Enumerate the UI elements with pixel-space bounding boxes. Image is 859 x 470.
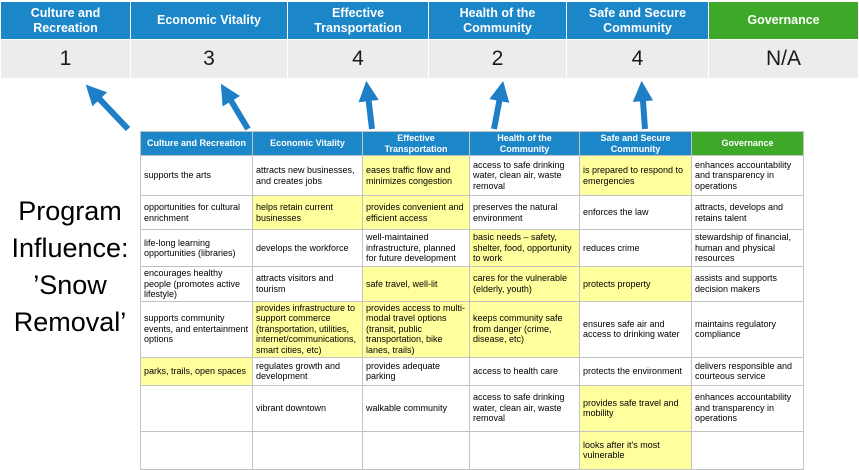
- matrix-cell: develops the workforce: [252, 229, 363, 267]
- matrix-cell: preserves the natural environment: [469, 195, 580, 230]
- matrix-cell: ensures safe air and access to drinking …: [579, 300, 692, 358]
- program-line: Removal’: [13, 307, 127, 337]
- arrows-zone: [0, 78, 859, 131]
- matrix-column-header: Economic Vitality: [252, 131, 363, 156]
- up-arrow-icon: [220, 83, 251, 131]
- arrows-graphic: [85, 80, 654, 131]
- matrix-cell-highlighted: is prepared to respond to emergencies: [579, 155, 692, 196]
- scorecard-header-row: Culture and Recreation Economic Vitality…: [0, 2, 859, 39]
- program-line: ’Snow: [33, 270, 107, 300]
- matrix-column-header: Culture and Recreation: [140, 131, 253, 156]
- score-effective-transportation: 4: [288, 40, 428, 78]
- program-line: Program: [18, 196, 122, 226]
- matrix-cell-highlighted: provides access to multi-modal travel op…: [362, 300, 470, 358]
- matrix-column-header: Effective Transportation: [362, 131, 470, 156]
- matrix-cell: enforces the law: [579, 195, 692, 230]
- score-culture-and-recreation: 1: [1, 40, 130, 78]
- matrix-cell: delivers responsible and courteous servi…: [691, 356, 804, 386]
- matrix-cell-highlighted: keeps community safe from danger (crime,…: [469, 300, 580, 358]
- matrix-cell: attracts new businesses, and creates job…: [252, 155, 363, 196]
- matrix-cell: life-long learning opportunities (librar…: [140, 229, 253, 267]
- matrix-cell: maintains regulatory compliance: [691, 300, 804, 358]
- main-area: Program Influence: ’Snow Removal’ Cultur…: [0, 131, 859, 470]
- matrix-cell: regulates growth and development: [252, 356, 363, 386]
- band-header-effective-transportation: Effective Transportation: [288, 2, 428, 39]
- band-header-economic-vitality: Economic Vitality: [131, 2, 287, 39]
- matrix-row: parks, trails, open spaces regulates grow…: [140, 356, 804, 386]
- score-safe-secure-community: 4: [567, 40, 708, 78]
- matrix-cell: walkable community: [362, 384, 470, 432]
- matrix-cell-highlighted: provides convenient and efficient access: [362, 195, 470, 230]
- matrix-cell: [469, 430, 580, 470]
- score-economic-vitality: 3: [131, 40, 287, 78]
- matrix-cell-highlighted: basic needs – safety, shelter, food, opp…: [469, 229, 580, 267]
- score-governance: N/A: [709, 40, 858, 78]
- matrix-cell-highlighted: safe travel, well-lit: [362, 266, 470, 302]
- matrix-row: looks after it's most vulnerable: [140, 430, 804, 470]
- band-header-safe-secure-community: Safe and Secure Community: [567, 2, 708, 39]
- matrix-cell: encourages healthy people (promotes acti…: [140, 266, 253, 302]
- matrix-cell: supports the arts: [140, 155, 253, 196]
- up-arrow-icon: [85, 84, 131, 131]
- band-header-governance: Governance: [709, 2, 858, 39]
- matrix-cell-highlighted: parks, trails, open spaces: [140, 356, 253, 386]
- up-arrow-icon: [358, 80, 379, 130]
- matrix-body: supports the arts attracts new businesses…: [140, 155, 804, 470]
- matrix-cell-highlighted: cares for the vulnerable (elderly, youth…: [469, 266, 580, 302]
- matrix-cell: attracts visitors and tourism: [252, 266, 363, 302]
- matrix-cell: [362, 430, 470, 470]
- matrix-cell: enhances accountability and transparency…: [691, 384, 804, 432]
- matrix-row: vibrant downtown walkable community access…: [140, 384, 804, 432]
- matrix-cell: supports community events, and entertain…: [140, 300, 253, 358]
- up-arrow-icon: [489, 80, 510, 130]
- matrix-cell-highlighted: protects property: [579, 266, 692, 302]
- matrix-row: life-long learning opportunities (librar…: [140, 229, 804, 267]
- matrix-cell-highlighted: eases traffic flow and minimizes congest…: [362, 155, 470, 196]
- matrix-row: opportunities for cultural enrichment hel…: [140, 195, 804, 230]
- matrix-cell: stewardship of financial, human and phys…: [691, 229, 804, 267]
- matrix-cell: well-maintained infrastructure, planned …: [362, 229, 470, 267]
- matrix-cell: [140, 430, 253, 470]
- matrix-cell: access to safe drinking water, clean air…: [469, 155, 580, 196]
- matrix-column-header: Safe and Secure Community: [579, 131, 692, 156]
- band-header-culture-and-recreation: Culture and Recreation: [1, 2, 130, 39]
- matrix-cell-highlighted: helps retain current businesses: [252, 195, 363, 230]
- matrix-cell: assists and supports decision makers: [691, 266, 804, 302]
- matrix-cell: provides adequate parking: [362, 356, 470, 386]
- up-arrow-icon: [632, 80, 654, 130]
- matrix-cell: attracts, develops and retains talent: [691, 195, 804, 230]
- matrix-head: Culture and Recreation Economic Vitality E…: [140, 131, 804, 156]
- matrix-row: supports community events, and entertain…: [140, 300, 804, 358]
- matrix-row: encourages healthy people (promotes acti…: [140, 266, 804, 302]
- matrix-cell: access to safe drinking water, clean air…: [469, 384, 580, 432]
- matrix-column-header: Health of the Community: [469, 131, 580, 156]
- score-health-of-community: 2: [429, 40, 566, 78]
- matrix-column-header: Governance: [691, 131, 804, 156]
- influence-matrix: Culture and Recreation Economic Vitality E…: [140, 131, 804, 470]
- matrix-cell: vibrant downtown: [252, 384, 363, 432]
- matrix-cell: [252, 430, 363, 470]
- score-row: 1 3 4 2 4 N/A: [0, 40, 859, 78]
- program-influence-label: Program Influence: ’Snow Removal’: [0, 193, 140, 341]
- matrix-cell-highlighted: provides infrastructure to support comme…: [252, 300, 363, 358]
- band-header-health-of-community: Health of the Community: [429, 2, 566, 39]
- matrix-cell: protects the environment: [579, 356, 692, 386]
- program-line: Influence:: [11, 233, 129, 263]
- matrix-row: supports the arts attracts new businesses…: [140, 155, 804, 196]
- matrix-cell: access to health care: [469, 356, 580, 386]
- matrix-cell-highlighted: looks after it's most vulnerable: [579, 430, 692, 470]
- matrix-cell: reduces crime: [579, 229, 692, 267]
- matrix-cell-highlighted: provides safe travel and mobility: [579, 384, 692, 432]
- matrix-cell: [140, 384, 253, 432]
- matrix-cell: enhances accountability and transparency…: [691, 155, 804, 196]
- matrix-cell: [691, 430, 804, 470]
- matrix-cell: opportunities for cultural enrichment: [140, 195, 253, 230]
